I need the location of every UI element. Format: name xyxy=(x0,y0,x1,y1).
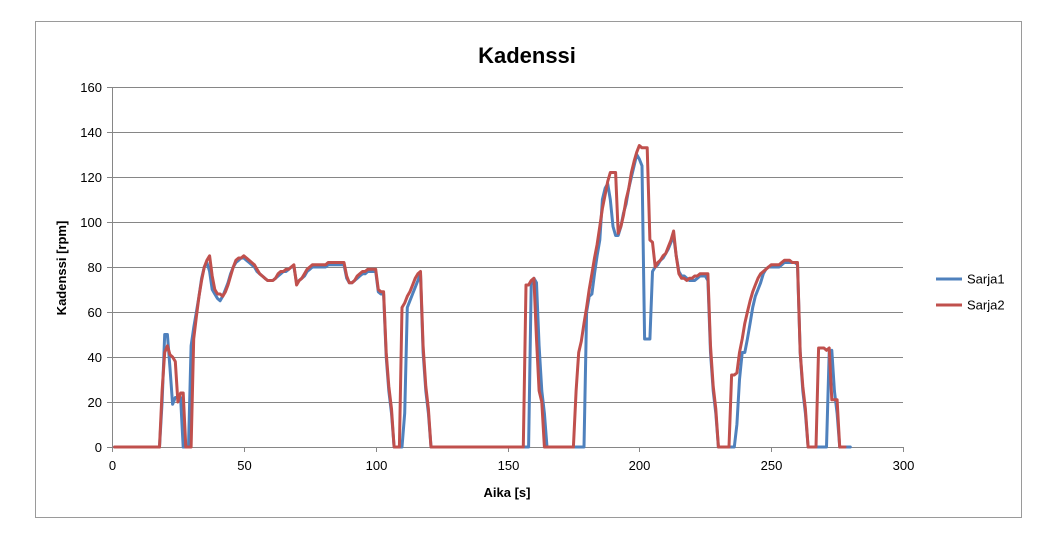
legend-label-sarja1: Sarja1 xyxy=(967,272,1005,287)
series-group xyxy=(113,144,852,449)
x-axis-title: Aika [s] xyxy=(484,485,531,500)
x-tick-label: 250 xyxy=(761,458,783,473)
x-tick-label: 300 xyxy=(893,458,915,473)
y-tick-label: 20 xyxy=(88,395,102,410)
y-tick-label: 100 xyxy=(80,215,102,230)
series-line-sarja2 xyxy=(113,144,847,449)
x-tick-label: 0 xyxy=(109,458,116,473)
y-tick-label: 60 xyxy=(88,305,102,320)
legend-label-sarja2: Sarja2 xyxy=(967,298,1005,313)
y-tick-label: 40 xyxy=(88,350,102,365)
y-tick-label: 120 xyxy=(80,170,102,185)
x-tick-label: 50 xyxy=(237,458,251,473)
grid-lines xyxy=(112,87,903,403)
y-tick-label: 0 xyxy=(95,440,102,455)
legend: Sarja1 Sarja2 xyxy=(936,272,1005,313)
y-tick-label: 80 xyxy=(88,260,102,275)
x-tick-label: 100 xyxy=(366,458,388,473)
chart-title: Kadenssi xyxy=(478,43,576,68)
y-tick-label: 140 xyxy=(80,125,102,140)
x-tick-label: 150 xyxy=(498,458,520,473)
y-axis-title: Kadenssi [rpm] xyxy=(54,221,69,316)
x-tick-label: 200 xyxy=(629,458,651,473)
y-tick-label: 160 xyxy=(80,80,102,95)
